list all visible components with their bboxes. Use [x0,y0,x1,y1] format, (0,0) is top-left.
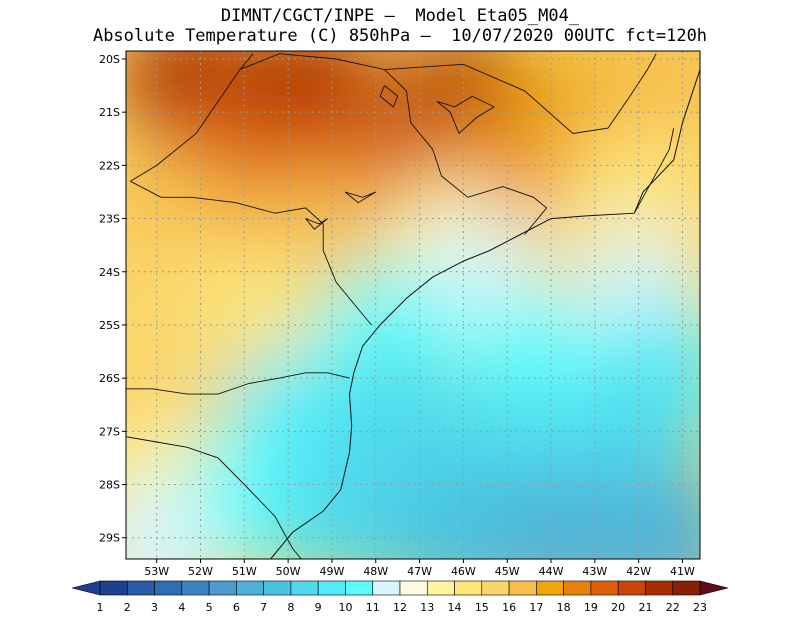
colorbar-over-arrow [699,580,729,596]
colorbar-label: 2 [124,601,131,614]
lat-label: 28S [99,479,120,492]
colorbar-label: 10 [338,601,352,614]
colorbar: 1 2 3 4 5 6 7 8 9 10 11 12 13 14 15 16 17 18 19 20 21 22 23 [71,580,729,614]
coastline [270,69,700,559]
colorbar-swatch [126,580,155,596]
colorbar-label: 16 [502,601,516,614]
colorbar-swatch [672,580,701,596]
longitude-labels: 53W 52W 51W 50W 49W 48W 47W 46W 45W 44W 43W 42W 41W [144,559,695,578]
temperature-patch [603,51,700,151]
colorbar-swatch [590,580,619,596]
colorbar-label: 21 [638,601,652,614]
colorbar-swatch [181,580,210,596]
lat-lon-grid [126,51,700,559]
colorbar-label: 15 [475,601,489,614]
lon-label: 42W [626,565,651,578]
colorbar-swatch [208,580,237,596]
lon-label: 53W [144,565,169,578]
lon-label: 47W [407,565,432,578]
state-border [130,180,372,326]
lake-outline [344,191,377,204]
colorbar-swatch [154,580,183,596]
colorbar-swatch [263,580,292,596]
colorbar-swatch [454,580,483,596]
temperature-patch [126,483,218,559]
temperature-patch [279,446,420,559]
colorbar-label: 12 [393,601,407,614]
colorbar-label: 8 [287,601,294,614]
colorbar-swatch [617,580,646,596]
colorbar-swatch [372,580,401,596]
colorbar-label: 19 [584,601,598,614]
lat-label: 20S [99,53,120,66]
colorbar-label: 22 [666,601,680,614]
map-plot-area: 20S 21S 22S 23S 24S 25S 26S 27S 28S 29S 53W 52W 51W… [99,50,701,578]
lat-label: 22S [99,159,120,172]
lake-outline [305,218,328,230]
lat-label: 24S [99,266,120,279]
state-border [384,53,657,134]
state-border [126,372,350,395]
lon-label: 46W [451,565,476,578]
colorbar-label: 13 [420,601,434,614]
colorbar-label: 5 [206,601,213,614]
lon-label: 50W [276,565,301,578]
colorbar-label: 17 [529,601,543,614]
lat-label: 25S [99,319,120,332]
colorbar-swatch [345,580,374,596]
lat-label: 21S [99,106,120,119]
colorbar-swatch [508,580,537,596]
temperature-field [126,51,700,559]
colorbar-swatch [236,580,264,596]
colorbar-label: 4 [178,601,185,614]
lon-label: 48W [363,565,388,578]
colorbar-label: 20 [611,601,625,614]
state-border [126,436,302,559]
lon-label: 44W [539,565,564,578]
colorbar-label: 7 [260,601,267,614]
lon-label: 52W [188,565,213,578]
colorbar-label: 1 [97,601,104,614]
title-line-2: Absolute Temperature (C) 850hPa — 10/07/… [92,26,708,46]
lon-label: 51W [232,565,257,578]
lon-label: 43W [582,565,607,578]
map-frame [125,50,701,560]
colorbar-label: 3 [151,601,158,614]
state-border [633,128,675,214]
colorbar-swatch [290,580,319,596]
lon-label: 41W [670,565,695,578]
lat-label: 27S [99,425,120,438]
lon-label: 49W [320,565,345,578]
lake-outline [379,85,399,108]
colorbar-swatch [99,580,128,596]
colorbar-label: 14 [448,601,462,614]
state-border [130,53,254,182]
colorbar-swatch [399,580,428,596]
lake-outline [436,95,496,135]
colorbar-label: 11 [366,601,380,614]
colorbar-swatch [536,580,564,596]
lat-label: 29S [99,532,120,545]
lat-label: 23S [99,213,120,226]
title-line-1: DIMNT/CGCT/INPE — Model Eta05_M04_ [220,6,580,26]
colorbar-under-arrow [71,580,101,596]
colorbar-label: 18 [557,601,571,614]
latitude-labels: 20S 21S 22S 23S 24S 25S 26S 27S 28S 29S [99,53,126,545]
political-boundaries [126,53,700,559]
state-border [239,53,548,235]
colorbar-swatch [317,580,346,596]
lat-label: 26S [99,372,120,385]
lon-label: 45W [495,565,520,578]
colorbar-label: 6 [233,601,240,614]
colorbar-swatch [563,580,592,596]
colorbar-label: 23 [693,601,707,614]
colorbar-swatch [645,580,674,596]
colorbar-label: 9 [315,601,322,614]
colorbar-swatch [426,580,455,596]
colorbar-swatch [481,580,510,596]
